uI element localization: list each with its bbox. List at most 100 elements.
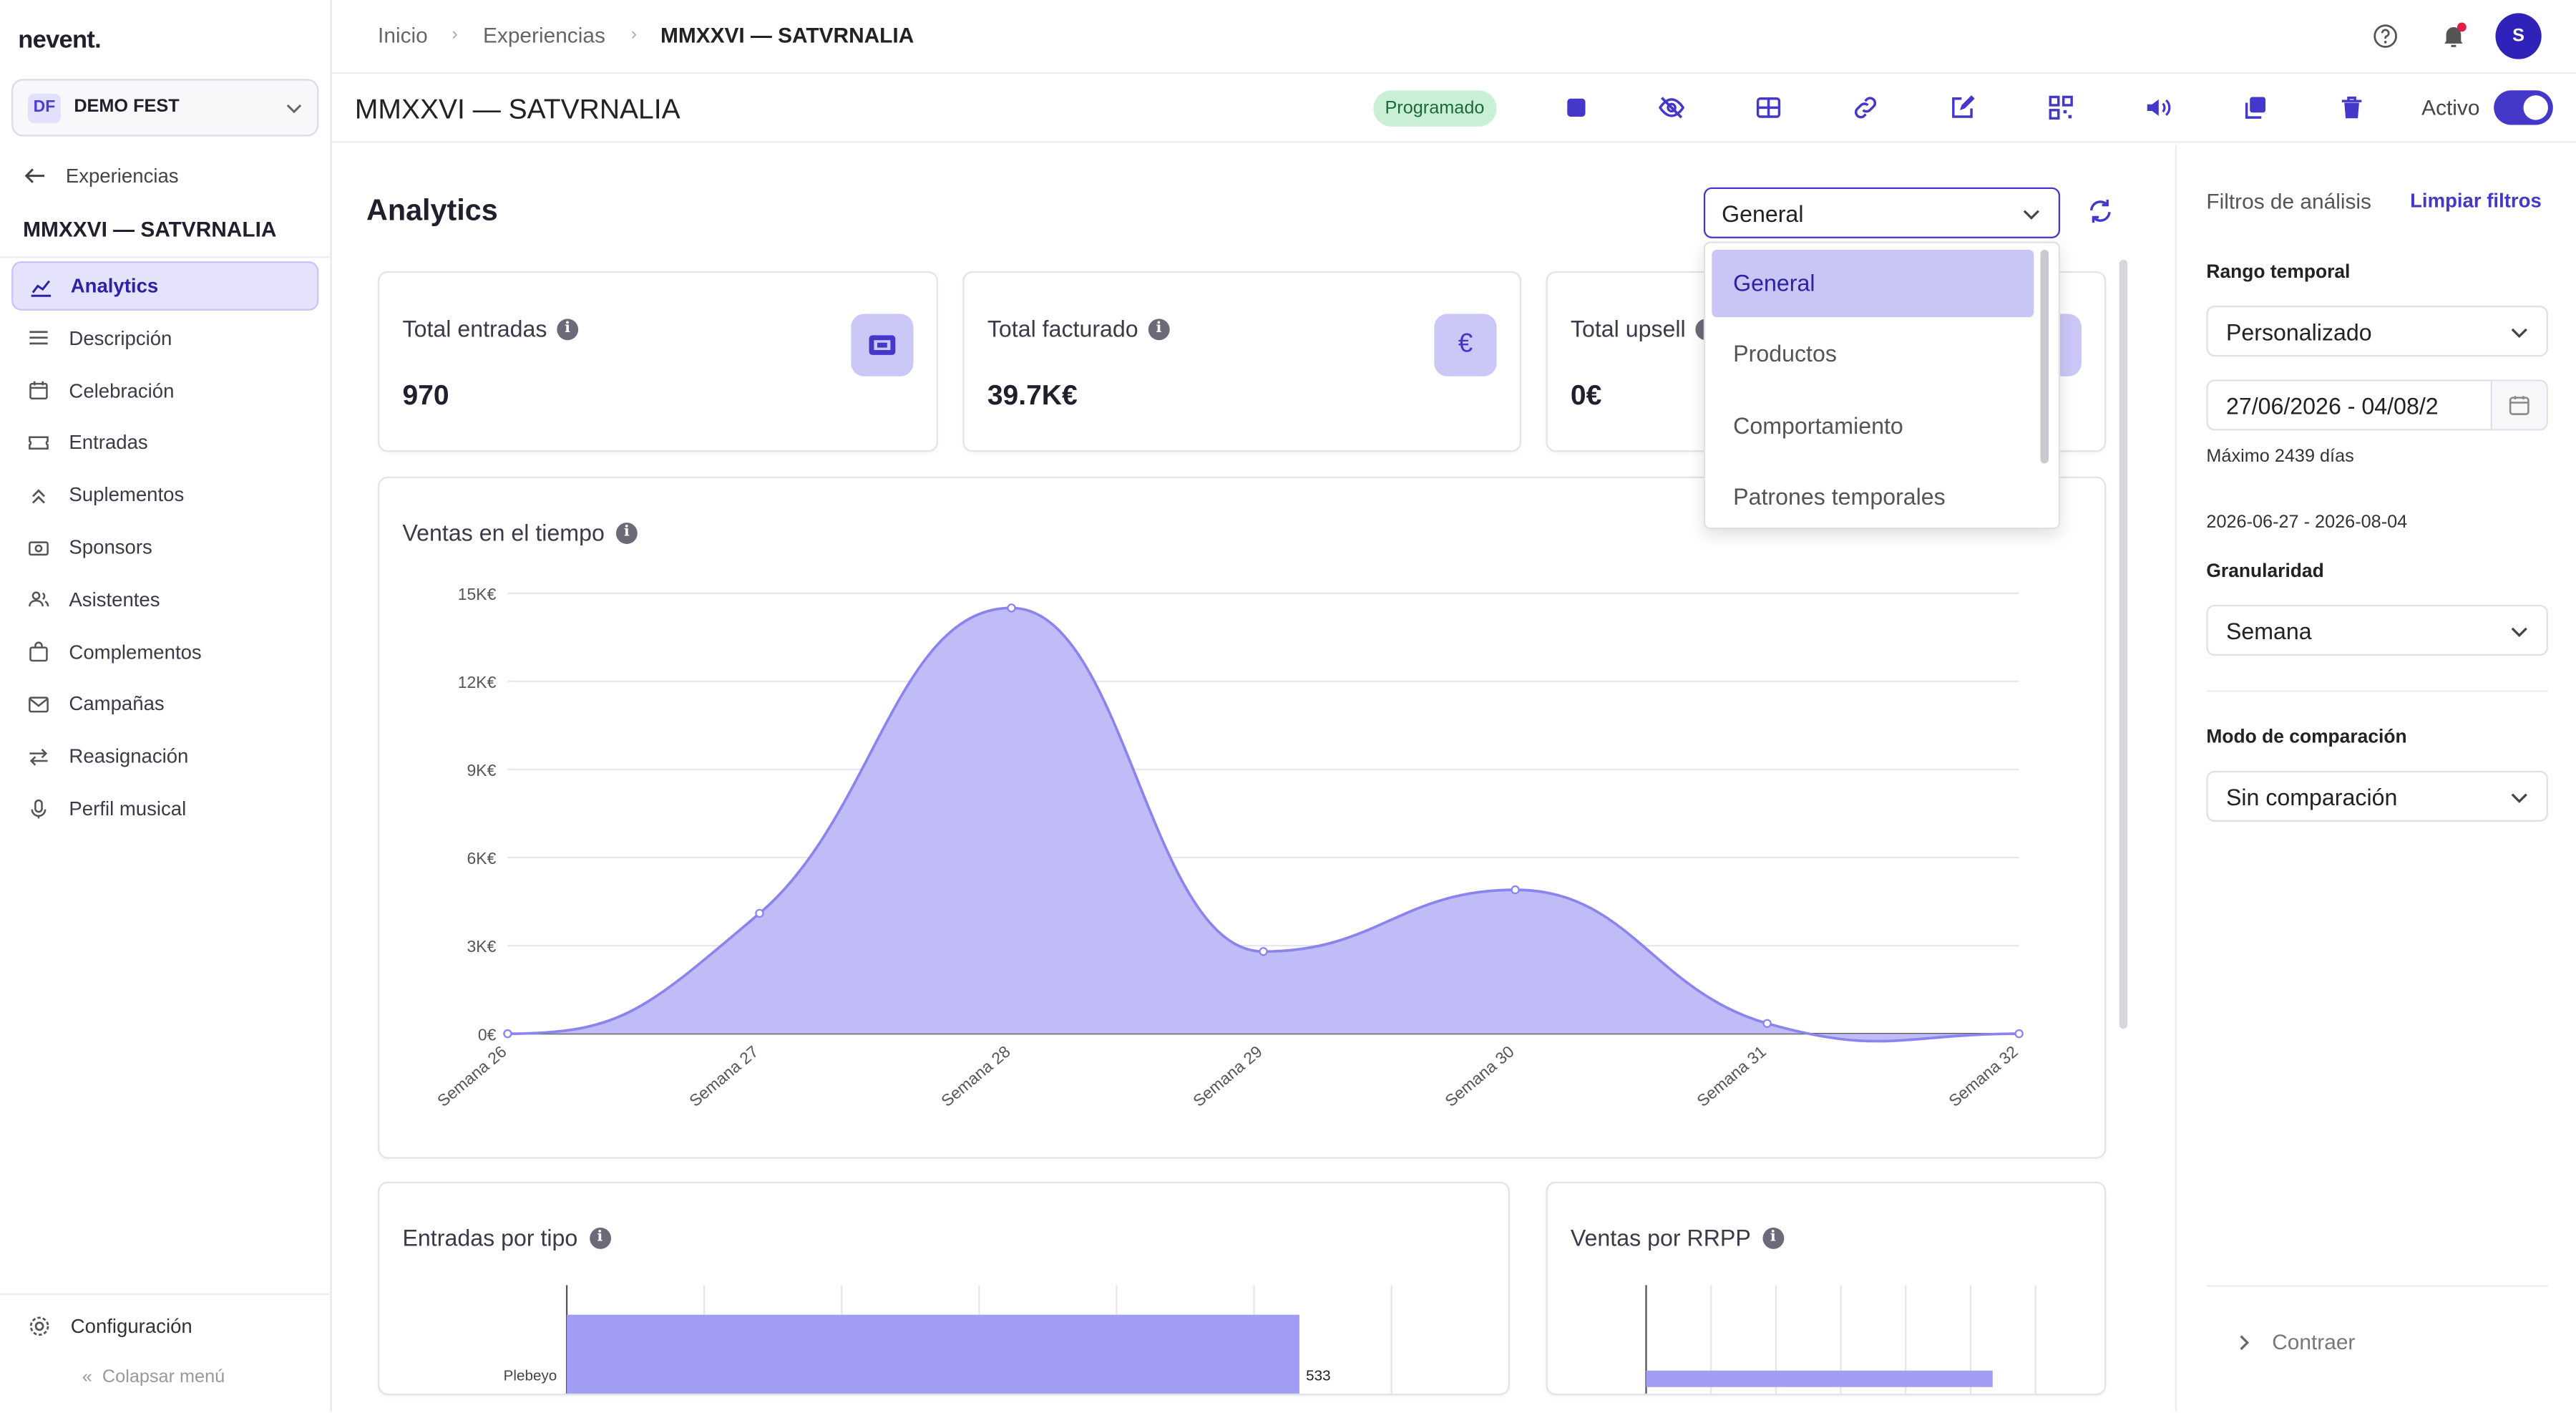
x-tick-label: Semana 32: [1945, 1042, 2021, 1110]
sidebar-item-analytics[interactable]: Analytics: [11, 261, 319, 311]
sidebar-item-asistentes[interactable]: Asistentes: [11, 575, 318, 624]
dropdown-scrollbar[interactable]: [2040, 249, 2049, 464]
sales-by-rrpp-card: Ventas por RRPP i: [1546, 1181, 2107, 1396]
sidebar-item-reasignacion[interactable]: Reasignación: [11, 732, 318, 781]
chevron-down-icon: [2511, 328, 2527, 339]
trash-icon[interactable]: [2338, 94, 2366, 122]
date-range-input[interactable]: 27/06/2026 - 04/08/2: [2206, 379, 2548, 431]
dropdown-option[interactable]: Patrones temporales: [1733, 482, 1946, 510]
chevron-down-icon: [2023, 210, 2039, 220]
sidebar-item-label: Reasignación: [69, 744, 189, 768]
upgrade-icon: [31, 488, 45, 503]
sidebar-item-sponsors[interactable]: Sponsors: [11, 523, 318, 572]
eye-off-icon[interactable]: [1658, 94, 1686, 122]
y-tick-label: 0€: [478, 1025, 497, 1044]
kpi-label: Total upsell: [1570, 315, 1686, 342]
kpi-value: 39.7K€: [987, 379, 1078, 411]
analytics-view-dropdown: General Productos Comportamiento Patrone…: [1703, 241, 2061, 530]
settings-link[interactable]: Configuración: [28, 1315, 192, 1338]
sales-by-rrpp-chart: [1645, 1285, 2036, 1394]
breadcrumb-experiences[interactable]: Experiencias: [482, 23, 605, 48]
grid-icon[interactable]: [1755, 94, 1782, 122]
calendar-icon: [29, 381, 48, 400]
x-tick-label: Semana 30: [1441, 1042, 1518, 1110]
active-toggle[interactable]: [2494, 90, 2553, 125]
sidebar-item-suplementos[interactable]: Suplementos: [11, 470, 318, 520]
collapse-menu-button[interactable]: « Colapsar menú: [82, 1367, 225, 1387]
kpi-label: Total entradas: [402, 315, 547, 342]
x-tick-label: Semana 31: [1693, 1042, 1770, 1110]
refresh-icon[interactable]: [2087, 198, 2114, 225]
info-icon[interactable]: i: [557, 318, 579, 340]
data-point: [1511, 885, 1520, 895]
sidebar-item-perfil-musical[interactable]: Perfil musical: [11, 784, 318, 833]
sidebar-item-descripcion[interactable]: Descripción: [11, 314, 318, 363]
info-icon[interactable]: i: [615, 521, 638, 543]
dropdown-option[interactable]: Comportamiento: [1733, 412, 1903, 440]
double-chevron-left-icon: «: [82, 1367, 92, 1387]
chart-title: Ventas por RRPP: [1570, 1224, 1751, 1251]
money-icon: [29, 540, 49, 555]
kpi-label: Total facturado: [987, 315, 1138, 342]
granularity-value: Semana: [2225, 618, 2312, 644]
sidebar-item-label: Perfil musical: [69, 797, 187, 820]
y-tick-label: 12K€: [458, 673, 497, 691]
range-select[interactable]: Personalizado: [2206, 306, 2548, 357]
data-point: [1762, 1019, 1772, 1028]
sidebar-item-campanas[interactable]: Campañas: [11, 679, 318, 729]
bell-icon[interactable]: [2439, 21, 2467, 49]
back-label: Experiencias: [65, 164, 179, 188]
sidebar-item-complementos[interactable]: Complementos: [11, 627, 318, 676]
divider: [0, 1293, 332, 1296]
info-icon[interactable]: i: [1762, 1226, 1784, 1248]
edit-icon[interactable]: [1948, 94, 1976, 122]
list-icon: [29, 331, 48, 345]
qr-code-icon[interactable]: [2047, 94, 2075, 122]
sidebar-item-celebracion[interactable]: Celebración: [11, 366, 318, 415]
data-point: [503, 1029, 512, 1039]
main-scrollbar[interactable]: [2119, 259, 2128, 1029]
filters-title: Filtros de análisis: [2206, 189, 2371, 214]
arrow-left-icon: [24, 168, 44, 183]
sidebar-item-entradas[interactable]: Entradas: [11, 418, 318, 467]
stop-icon[interactable]: [1562, 94, 1590, 122]
y-tick-label: 15K€: [458, 585, 497, 603]
analytics-view-value: General: [1722, 200, 1804, 227]
analytics-view-select[interactable]: General: [1703, 187, 2061, 238]
active-label: Activo: [2421, 95, 2480, 120]
bar: [567, 1314, 1299, 1394]
app-logo: nevent.: [18, 26, 102, 54]
sidebar-item-label: Descripción: [69, 326, 172, 350]
back-to-experiences[interactable]: Experiencias: [23, 164, 179, 188]
collapse-menu-label: Colapsar menú: [102, 1367, 225, 1387]
y-tick-label: 3K€: [467, 937, 497, 956]
date-summary: 2026-06-27 - 2026-08-04: [2206, 513, 2408, 533]
settings-label: Configuración: [70, 1314, 192, 1338]
duplicate-icon[interactable]: [2241, 94, 2269, 122]
range-label: Rango temporal: [2206, 263, 2351, 283]
user-avatar[interactable]: S: [2495, 13, 2542, 59]
granularity-select[interactable]: Semana: [2206, 604, 2548, 656]
clear-filters-link[interactable]: Limpiar filtros: [2410, 189, 2542, 213]
event-name: MMXXVI — SATVRNALIA: [23, 217, 277, 242]
link-icon[interactable]: [1851, 94, 1879, 122]
speaker-icon[interactable]: [2144, 94, 2172, 122]
collapse-panel-button[interactable]: Contraer: [2236, 1329, 2355, 1354]
x-tick-label: Semana 27: [686, 1042, 762, 1110]
breadcrumb-home[interactable]: Inicio: [378, 23, 428, 48]
help-icon[interactable]: [2372, 23, 2399, 49]
x-tick-label: Semana 28: [937, 1042, 1014, 1110]
org-selector[interactable]: DF DEMO FEST: [11, 79, 319, 137]
people-icon: [29, 592, 49, 607]
comparison-select[interactable]: Sin comparación: [2206, 770, 2548, 822]
calendar-button[interactable]: [2490, 381, 2547, 429]
dropdown-option[interactable]: General: [1712, 249, 2034, 318]
mail-icon: [29, 696, 49, 713]
info-icon[interactable]: i: [1148, 318, 1170, 340]
sales-line: [507, 606, 2019, 1043]
dropdown-option[interactable]: Productos: [1733, 340, 1837, 366]
kpi-value: 970: [402, 379, 449, 411]
sales-over-time-card: Ventas en el tiempo i 0€ 3K€ 6K€ 9K€ 12K€ 15K€…: [378, 476, 2107, 1159]
kpi-value: 0€: [1570, 379, 1602, 411]
info-icon[interactable]: i: [589, 1226, 611, 1248]
